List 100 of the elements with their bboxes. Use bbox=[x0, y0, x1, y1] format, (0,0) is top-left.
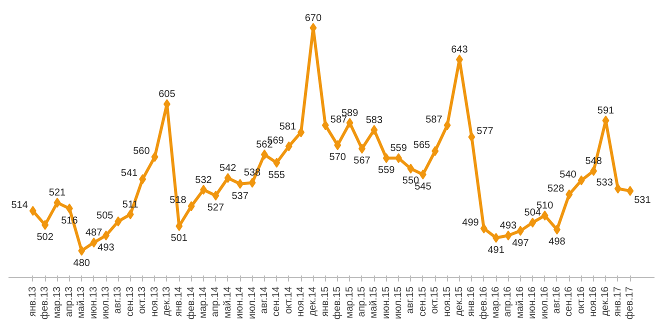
point bbox=[395, 153, 402, 164]
point bbox=[212, 190, 220, 201]
data-label: 643 bbox=[451, 44, 468, 56]
data-label: 583 bbox=[366, 114, 383, 126]
data-label: 560 bbox=[133, 146, 150, 157]
point bbox=[102, 230, 110, 241]
point bbox=[126, 209, 134, 220]
point bbox=[504, 230, 512, 241]
data-label: 497 bbox=[512, 238, 530, 249]
data-label: 540 bbox=[560, 169, 577, 180]
point bbox=[566, 189, 573, 200]
point bbox=[298, 127, 305, 138]
point bbox=[151, 152, 158, 162]
data-label: 502 bbox=[36, 232, 54, 243]
x-tick-label: ноя.16 bbox=[588, 286, 600, 317]
data-label: 559 bbox=[390, 143, 408, 154]
point bbox=[114, 216, 122, 226]
x-tick-label: фев.13 bbox=[40, 286, 51, 320]
x-tick-label: апр.15 bbox=[356, 286, 368, 317]
point bbox=[29, 206, 36, 216]
point bbox=[480, 223, 488, 234]
point bbox=[188, 201, 195, 212]
data-label: 670 bbox=[304, 12, 322, 24]
data-label: 542 bbox=[220, 163, 237, 174]
data-label: 493 bbox=[98, 242, 115, 254]
point bbox=[468, 132, 476, 142]
x-tick-label: дек.16 bbox=[600, 286, 612, 316]
point bbox=[382, 153, 390, 164]
data-label: 587 bbox=[330, 114, 348, 126]
x-tick-label: янв.14 bbox=[174, 286, 185, 317]
point bbox=[529, 218, 536, 228]
x-tick-label: май.15 bbox=[368, 286, 380, 318]
x-tick-label: фев.15 bbox=[332, 286, 344, 320]
x-tick-label: апр.13 bbox=[64, 286, 75, 317]
data-label: 487 bbox=[85, 228, 103, 239]
x-tick-label: ноя.15 bbox=[442, 286, 453, 317]
x-tick-label: ноя.13 bbox=[149, 286, 160, 317]
point bbox=[200, 184, 208, 195]
point bbox=[66, 204, 73, 214]
point bbox=[516, 226, 524, 236]
point bbox=[224, 173, 232, 184]
data-label: 521 bbox=[48, 188, 66, 199]
point bbox=[260, 150, 268, 160]
x-tick-label: мар.14 bbox=[198, 286, 210, 318]
x-tick-label: авг.15 bbox=[405, 286, 416, 314]
data-label: 528 bbox=[547, 183, 565, 194]
x-tick-label: мар.15 bbox=[344, 286, 356, 318]
data-label: 514 bbox=[11, 200, 28, 211]
data-label: 559 bbox=[378, 165, 396, 176]
point bbox=[407, 164, 414, 174]
data-label: 501 bbox=[170, 233, 188, 244]
point bbox=[578, 175, 585, 186]
x-tick-label: май.16 bbox=[514, 286, 526, 318]
x-tick-label: апр.16 bbox=[502, 286, 514, 317]
point bbox=[139, 174, 146, 184]
x-tick-label: янв.13 bbox=[27, 286, 38, 317]
x-tick-label: янв.17 bbox=[612, 286, 624, 317]
point bbox=[492, 232, 500, 243]
x-tick-label: окт.15 bbox=[430, 286, 441, 314]
point bbox=[626, 186, 634, 196]
point bbox=[285, 141, 292, 152]
x-tick-label: мар.13 bbox=[52, 286, 63, 318]
x-tick-label: сен.14 bbox=[271, 286, 282, 316]
point bbox=[42, 220, 49, 230]
x-tick-label: июн.14 bbox=[234, 286, 246, 320]
x-tick-label: май.14 bbox=[222, 286, 234, 318]
x-tick-label: ноя.14 bbox=[296, 286, 307, 317]
x-tick-label: фев.14 bbox=[186, 286, 197, 320]
point bbox=[590, 166, 598, 176]
x-tick-label: дек.14 bbox=[308, 286, 319, 316]
x-tick-label: сен.15 bbox=[417, 286, 428, 316]
x-tick-label: окт.16 bbox=[576, 286, 587, 314]
x-tick-label: июл.14 bbox=[246, 286, 258, 320]
point bbox=[334, 140, 342, 150]
data-label: 491 bbox=[488, 244, 505, 256]
point bbox=[236, 178, 244, 189]
point bbox=[358, 144, 366, 154]
x-tick-label: июл.16 bbox=[539, 286, 550, 320]
x-tick-label: янв.15 bbox=[320, 286, 331, 317]
x-tick-label: дек.15 bbox=[454, 286, 465, 316]
point bbox=[346, 118, 354, 128]
x-tick-label: дек.13 bbox=[161, 286, 172, 316]
data-label: 541 bbox=[120, 168, 138, 180]
data-label: 480 bbox=[73, 258, 90, 269]
data-label: 527 bbox=[207, 202, 224, 214]
x-tick-label: мар.16 bbox=[490, 286, 502, 318]
data-label: 581 bbox=[279, 121, 296, 132]
data-label: 567 bbox=[354, 156, 371, 167]
x-tick-label: окт.13 bbox=[137, 286, 148, 314]
x-tick-label: фев.17 bbox=[624, 286, 636, 320]
data-label: 493 bbox=[500, 220, 518, 232]
x-tick-label: июл.13 bbox=[100, 286, 112, 320]
point bbox=[90, 238, 98, 248]
x-tick-label: янв.16 bbox=[466, 286, 478, 317]
x-tick-label: сен.16 bbox=[564, 286, 575, 316]
point bbox=[248, 178, 256, 188]
x-tick-label: авг.14 bbox=[258, 286, 270, 314]
point bbox=[54, 198, 61, 208]
point bbox=[419, 170, 426, 180]
x-tick-label: авг.16 bbox=[551, 286, 562, 314]
